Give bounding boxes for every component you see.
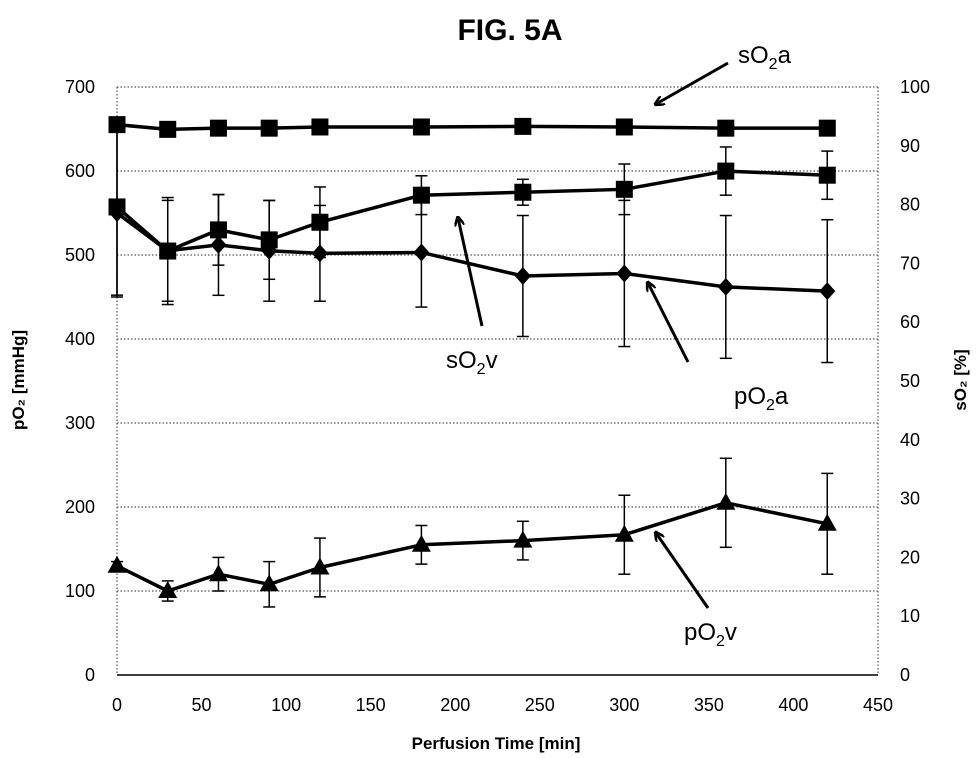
y-right-tick-label-50: 50: [900, 371, 920, 391]
x-tick-label-400: 400: [778, 695, 808, 715]
marker-po2v-360: [716, 492, 736, 510]
y-right-tick-label-70: 70: [900, 253, 920, 273]
y-left-tick-label-500: 500: [65, 245, 95, 265]
y-left-tick-label-700: 700: [65, 77, 95, 97]
x-tick-label-150: 150: [356, 695, 386, 715]
annotation-so2a: sO2a: [656, 42, 792, 104]
y-right-tick-label-20: 20: [900, 547, 920, 567]
marker-po2v-300: [614, 524, 634, 542]
marker-so2a-120: [311, 118, 329, 136]
x-tick-label-450: 450: [863, 695, 893, 715]
marker-po2v-420: [817, 513, 837, 531]
marker-po2v-180: [411, 534, 431, 552]
x-tick-label-200: 200: [440, 695, 470, 715]
x-tick-label-300: 300: [609, 695, 639, 715]
marker-so2v-420: [818, 166, 836, 184]
annotation-label-so2a: sO2a: [738, 42, 792, 73]
marker-po2a-300: [616, 264, 633, 283]
marker-po2a-420: [819, 282, 836, 301]
marker-po2v-0: [107, 555, 127, 573]
marker-po2v-240: [513, 530, 533, 548]
marker-po2a-240: [514, 267, 531, 285]
annotation-arrow-so2a: [656, 61, 729, 104]
x-tick-label-50: 50: [192, 695, 212, 715]
marker-so2a-30: [159, 120, 177, 138]
annotation-label-po2v: pO2v: [684, 619, 737, 650]
series-markers: [107, 116, 837, 598]
series-line-so2a: [116, 122, 828, 132]
x-axis-title: Perfusion Time [min]: [412, 734, 581, 753]
annotation-po2a: pO2a: [648, 283, 789, 414]
marker-po2v-120: [310, 557, 330, 575]
marker-so2a-90: [260, 119, 278, 137]
marker-so2v-90: [260, 231, 278, 249]
y-right-tick-label-30: 30: [900, 489, 920, 509]
marker-so2a-360: [717, 119, 735, 137]
y-right-tick-label-40: 40: [900, 430, 920, 450]
y-left-tick-label-400: 400: [65, 329, 95, 349]
x-tick-label-250: 250: [525, 695, 555, 715]
annotation-label-po2a: pO2a: [734, 383, 789, 414]
marker-po2a-30: [159, 241, 176, 260]
axes: 0 50 100 150 200 250 300 350 400 4500100200300400…: [65, 77, 930, 715]
y-left-tick-label-300: 300: [65, 413, 95, 433]
marker-po2v-90: [259, 574, 279, 592]
marker-po2v-60: [208, 564, 228, 582]
y-left-tick-label-0: 0: [85, 665, 95, 685]
annotation-arrow-po2v: [656, 533, 710, 609]
gridlines: [116, 86, 879, 675]
marker-so2a-240: [514, 117, 532, 135]
marker-so2a-60: [209, 119, 227, 137]
series-line-po2a: [115, 211, 828, 293]
series-lines: [115, 122, 828, 593]
y-left-tick-label-200: 200: [65, 497, 95, 517]
marker-po2a-180: [413, 243, 430, 262]
marker-po2a-360: [717, 277, 734, 296]
marker-so2v-300: [615, 180, 633, 198]
y-right-tick-label-60: 60: [900, 312, 920, 332]
annotation-arrow-so2v: [458, 218, 484, 327]
x-tick-label-350: 350: [694, 695, 724, 715]
annotation-so2v: sO2v: [446, 218, 498, 378]
y-left-tick-label-600: 600: [65, 161, 95, 181]
y-left-tick-label-100: 100: [65, 581, 95, 601]
marker-so2a-180: [412, 118, 430, 136]
marker-so2a-420: [818, 119, 836, 137]
y-right-tick-label-10: 10: [900, 606, 920, 626]
x-tick-label-100: 100: [271, 695, 301, 715]
y-right-tick-label-90: 90: [900, 136, 920, 156]
y-left-axis-title: pO₂ [mmHg]: [9, 330, 28, 430]
marker-so2a-300: [615, 118, 633, 136]
annotation-po2v: pO2v: [656, 533, 737, 650]
annotation-label-so2v: sO2v: [446, 347, 498, 378]
y-right-tick-label-100: 100: [900, 77, 930, 97]
marker-so2v-180: [412, 186, 430, 204]
x-tick-label-0: 0: [112, 695, 122, 715]
marker-po2v-30: [158, 581, 178, 598]
y-right-tick-label-80: 80: [900, 195, 920, 215]
marker-so2v-240: [514, 183, 532, 201]
annotations: sO2a sO2v pO2a pO2v: [446, 42, 792, 650]
series-line-so2v: [115, 169, 828, 253]
marker-so2v-60: [209, 221, 227, 239]
y-right-tick-label-0: 0: [900, 665, 910, 685]
annotation-arrow-po2a: [648, 283, 690, 363]
marker-so2a-0: [108, 116, 126, 134]
marker-po2a-0: [109, 204, 125, 222]
series-line-po2v: [116, 501, 828, 593]
marker-so2v-360: [717, 162, 735, 180]
marker-po2a-60: [210, 235, 227, 254]
marker-po2a-120: [311, 244, 328, 263]
y-right-axis-title: sO₂ [%]: [951, 349, 970, 410]
chart-title: FIG. 5A: [457, 14, 562, 47]
marker-po2a-90: [261, 241, 278, 260]
marker-so2v-120: [311, 213, 329, 231]
